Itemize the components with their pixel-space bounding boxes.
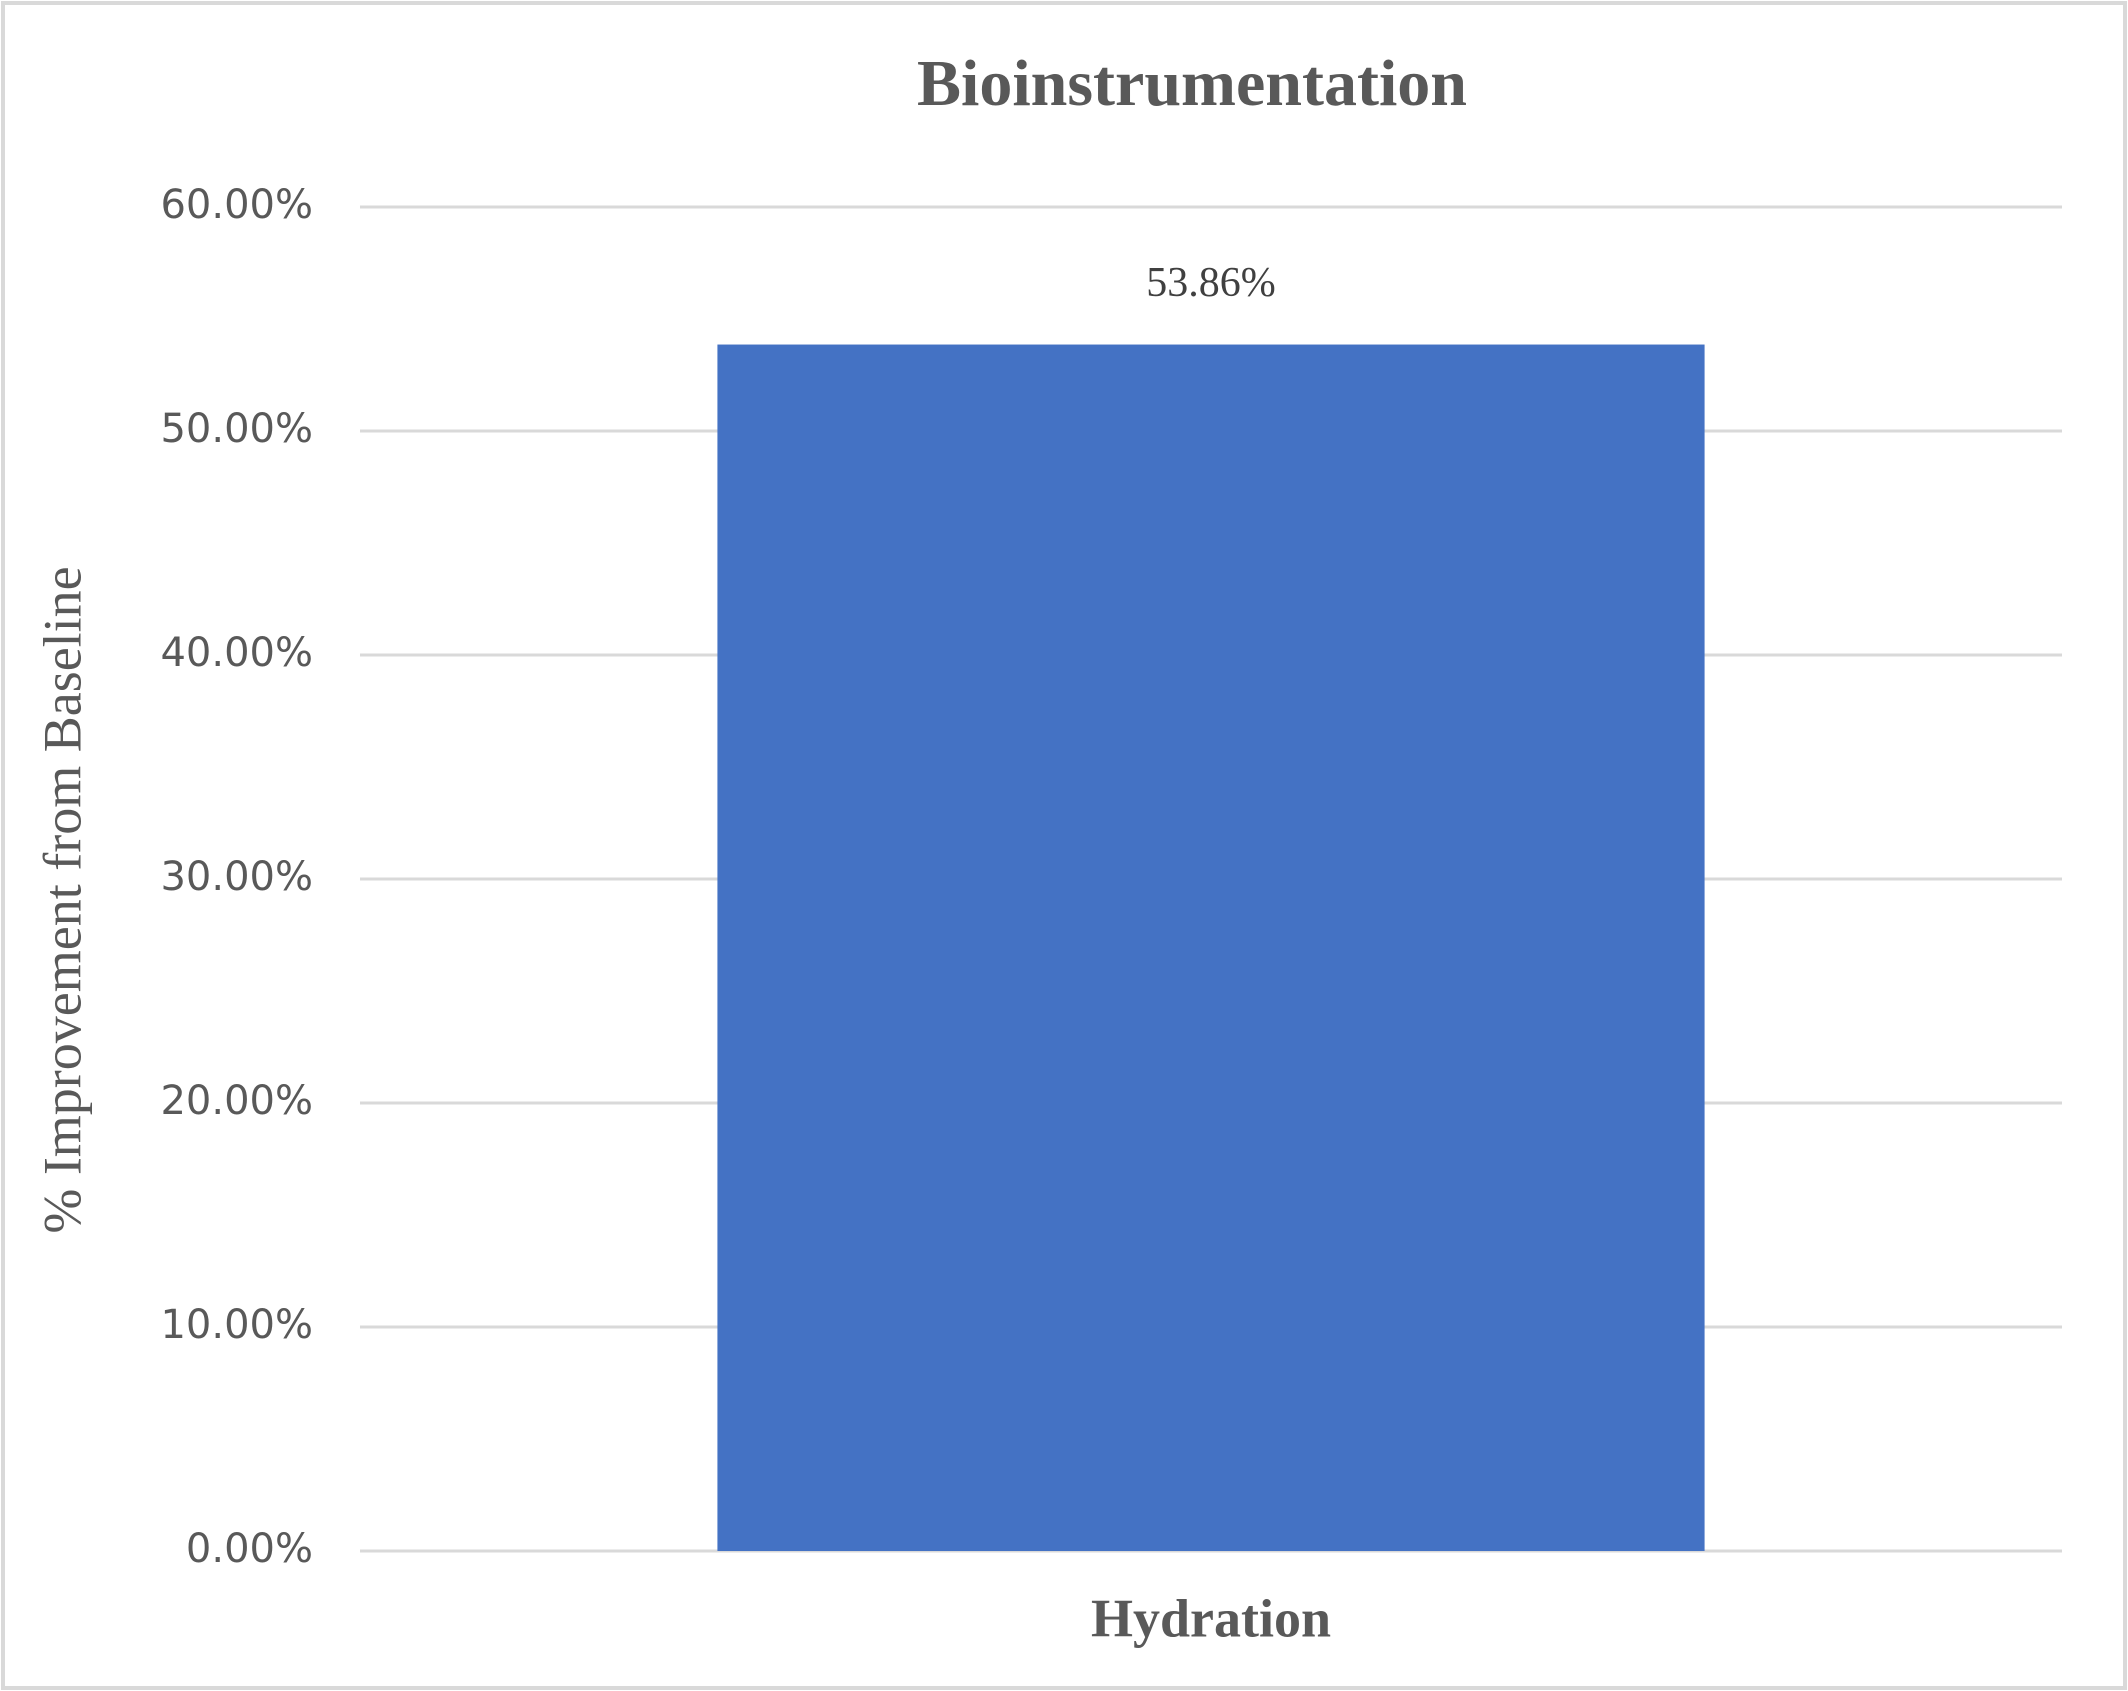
y-tick-label: 20.00% (160, 1078, 313, 1124)
y-tick-label: 40.00% (160, 630, 313, 676)
x-tick-label: Hydration (1091, 1588, 1331, 1648)
y-tick-label: 10.00% (160, 1302, 313, 1348)
y-tick-label: 30.00% (160, 854, 313, 900)
chart-title: Bioinstrumentation (917, 47, 1467, 120)
bar (717, 344, 1705, 1551)
value-label: 53.86% (1146, 260, 1276, 306)
y-tick-label: 60.00% (160, 182, 313, 228)
y-tick-label: 0.00% (186, 1526, 313, 1572)
y-tick-label: 50.00% (160, 406, 313, 452)
y-axis-label: % Improvement from Baseline (32, 566, 92, 1233)
